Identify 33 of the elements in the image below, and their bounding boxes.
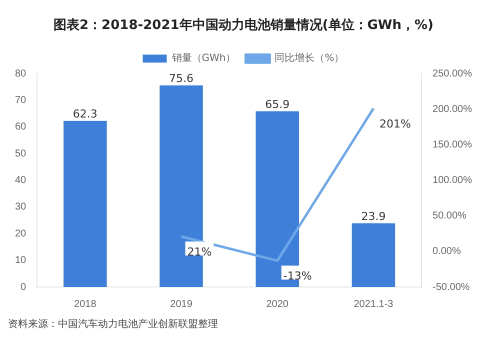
y2-tick-label: -50.00% <box>432 282 470 293</box>
y-tick-label: 0 <box>20 282 27 293</box>
y-tick-label: 20 <box>15 228 27 240</box>
y2-tick-label: 150.00% <box>432 139 472 150</box>
y-tick-label: 80 <box>15 68 27 80</box>
bar <box>64 120 107 287</box>
data-label: -13% <box>283 270 312 283</box>
x-tick-label: 2019 <box>170 298 193 310</box>
y-tick-label: 70 <box>15 95 27 106</box>
y-tick-label: 30 <box>15 202 27 213</box>
x-tick-label: 2020 <box>266 298 289 310</box>
y2-tick-label: 0.00% <box>432 246 461 258</box>
legend-label: 销量（GWh） <box>170 53 236 64</box>
y2-tick-label: 50.00% <box>432 210 467 222</box>
y-tick-label: 60 <box>15 122 27 133</box>
y2-tick-label: 200.00% <box>432 104 472 115</box>
y2-tick-label: 250.00% <box>432 68 472 80</box>
legend-label: 同比增长（%） <box>274 52 344 64</box>
x-tick-label: 2021.1-3 <box>354 298 394 310</box>
data-label: 62.3 <box>72 108 98 121</box>
x-tick-label: 2018 <box>74 298 97 310</box>
y-tick-label: 50 <box>15 148 27 160</box>
bar <box>352 223 396 287</box>
y2-tick-label: 100.00% <box>432 175 472 186</box>
data-label: 201% <box>379 117 411 130</box>
text: 资料来源：中国汽车动力电池产业创新联盟整理 <box>8 318 219 331</box>
data-label: 21% <box>187 245 212 258</box>
data-label: 75.6 <box>169 72 194 86</box>
y-tick-label: 40 <box>15 175 27 186</box>
y-tick-label: 10 <box>15 255 27 266</box>
chart-title: 图表2：2018-2021年中国动力电池销量情况(单位：GWh，%) <box>54 17 434 34</box>
data-label: 23.9 <box>361 210 386 224</box>
data-label: 65.9 <box>265 98 290 112</box>
